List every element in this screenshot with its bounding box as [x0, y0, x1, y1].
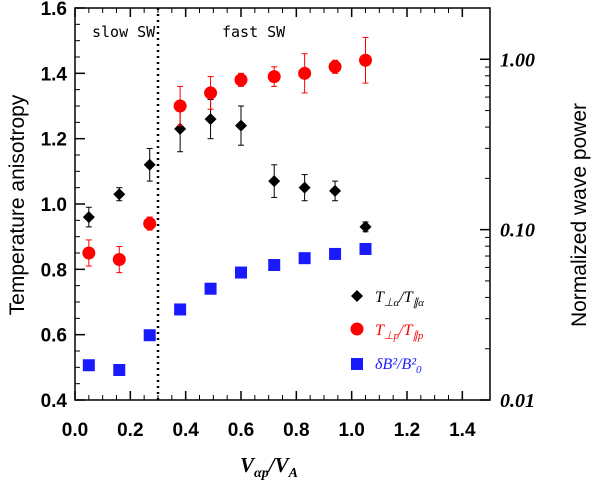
y-axis-right: 0.01 0.10 1.00 [480, 7, 535, 412]
proton-point [267, 70, 281, 84]
y-right-tick-label: 1.00 [500, 49, 535, 71]
x-title-den-sub: A [288, 466, 298, 481]
y-left-tick-label: 1.4 [41, 64, 68, 85]
x-axis-title: Vαp/VA [240, 453, 298, 481]
x-tick-label: 1.4 [449, 420, 476, 441]
x-title-den: V [275, 453, 291, 477]
x-title-num: V [240, 453, 256, 477]
data-marks [82, 36, 372, 377]
wave power-point [235, 266, 247, 279]
fast-sw-label: fast SW [222, 23, 286, 41]
legend-alpha-marker [351, 290, 363, 302]
alpha-point [298, 181, 311, 194]
x-tick-label: 0.4 [172, 420, 199, 441]
y-left-tick-label: 0.6 [41, 326, 67, 347]
y-left-tick-label: 1.0 [41, 195, 67, 216]
legend-proton-label: T⊥p/T∥p [375, 322, 424, 342]
plot-frame [74, 7, 491, 401]
y-left-tick-label: 1.6 [41, 0, 67, 20]
y-right-tick-label: 0.01 [500, 390, 535, 412]
proton-point [328, 60, 342, 74]
alpha-point [268, 175, 281, 188]
x-tick-label: 1.0 [338, 420, 364, 441]
y-left-tick-label: 0.8 [41, 260, 67, 281]
wave power-point [204, 282, 217, 295]
y-axis-right-title: Normalized wave power [568, 103, 591, 327]
alpha-point [235, 119, 247, 132]
x-tick-label: 0.8 [283, 420, 309, 441]
proton-point [112, 253, 126, 267]
wave power-point [82, 359, 95, 372]
wave power-point [268, 259, 281, 272]
wave power-point [298, 252, 311, 265]
wave power-point [329, 247, 342, 260]
y-axis-left-title: Temperature anisotropy [6, 94, 29, 315]
proton-point [204, 86, 218, 100]
x-tick-label: 0.6 [228, 420, 254, 441]
proton-point [143, 217, 157, 231]
legend: T⊥α/T∥α T⊥p/T∥p δB²/B²0 [350, 289, 424, 376]
alpha-point [204, 113, 217, 126]
alpha-point [359, 220, 372, 233]
legend-wave-label: δB²/B²0 [375, 356, 422, 376]
proton-point [359, 53, 372, 67]
alpha-point [82, 211, 95, 224]
x-tick-label: 1.2 [394, 420, 420, 441]
proton-point [298, 66, 312, 80]
y-left-tick-label: 1.2 [41, 130, 67, 151]
x-title-num-sub: αp [254, 466, 269, 481]
x-axis: 0.0 0.2 0.4 0.6 0.8 1.0 1.2 1.4 [62, 8, 476, 441]
x-tick-label: 0.0 [62, 420, 88, 441]
svg-text:Vαp/VA: Vαp/VA [240, 453, 298, 481]
x-tick-label: 0.2 [117, 420, 143, 441]
wave power-point [359, 242, 372, 255]
proton-point [234, 73, 248, 87]
alpha-point [113, 188, 126, 201]
proton-point [173, 99, 187, 113]
proton-point [82, 246, 96, 260]
wave power-point [113, 364, 126, 377]
alpha-point [143, 158, 156, 171]
legend-proton-marker [350, 322, 364, 336]
wave power-point [174, 303, 187, 316]
alpha-point [329, 184, 342, 197]
y-left-tick-label: 0.4 [41, 391, 68, 412]
legend-wave-marker [351, 358, 363, 370]
wave power-point [143, 329, 156, 342]
y-right-tick-label: 0.10 [500, 220, 535, 242]
slow-sw-label: slow SW [92, 23, 156, 41]
y-axis-left: 0.4 0.6 0.8 1.0 1.2 1.4 1.6 [41, 0, 85, 412]
legend-alpha-label: T⊥α/T∥α [375, 289, 424, 309]
